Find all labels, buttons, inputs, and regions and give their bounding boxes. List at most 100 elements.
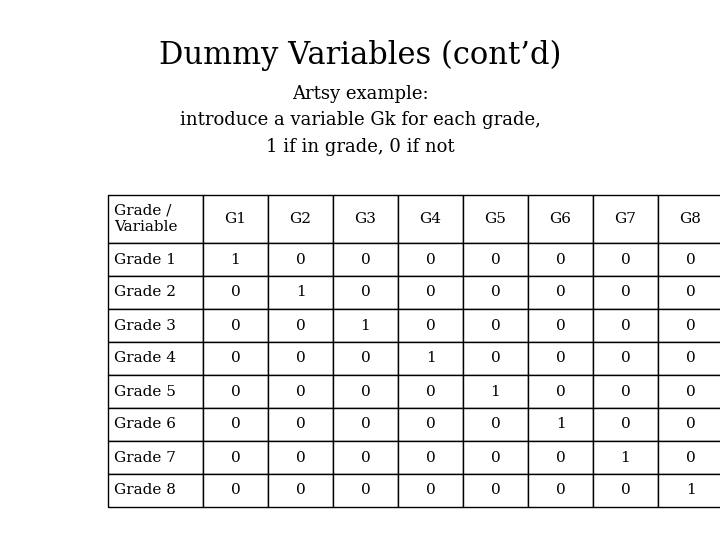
- Bar: [333, 243, 398, 276]
- Text: 0: 0: [556, 253, 565, 267]
- Bar: [528, 474, 593, 507]
- Text: 0: 0: [621, 417, 631, 431]
- Text: 0: 0: [230, 483, 240, 497]
- Bar: [463, 375, 528, 408]
- Text: 0: 0: [361, 417, 370, 431]
- Text: 0: 0: [556, 450, 565, 464]
- Bar: [333, 408, 398, 441]
- Text: 0: 0: [621, 483, 631, 497]
- Text: 0: 0: [361, 286, 370, 300]
- Text: G8: G8: [680, 212, 701, 226]
- Text: 0: 0: [361, 450, 370, 464]
- Bar: [268, 309, 333, 342]
- Text: 1: 1: [685, 483, 696, 497]
- Text: 0: 0: [490, 253, 500, 267]
- Bar: [658, 243, 720, 276]
- Bar: [398, 309, 463, 342]
- Bar: [268, 342, 333, 375]
- Bar: [333, 375, 398, 408]
- Text: 0: 0: [556, 319, 565, 333]
- Text: 1: 1: [361, 319, 370, 333]
- Bar: [108, 243, 203, 276]
- Text: 0: 0: [490, 417, 500, 431]
- Text: 0: 0: [361, 253, 370, 267]
- Text: 0: 0: [296, 483, 305, 497]
- Bar: [333, 474, 398, 507]
- Text: Grade 2: Grade 2: [114, 286, 176, 300]
- Text: G2: G2: [289, 212, 312, 226]
- Bar: [108, 195, 203, 243]
- Text: 0: 0: [426, 286, 436, 300]
- Bar: [203, 309, 268, 342]
- Bar: [398, 342, 463, 375]
- Text: 0: 0: [230, 384, 240, 399]
- Bar: [463, 195, 528, 243]
- Bar: [658, 342, 720, 375]
- Bar: [108, 441, 203, 474]
- Bar: [398, 195, 463, 243]
- Bar: [658, 195, 720, 243]
- Text: 0: 0: [490, 483, 500, 497]
- Bar: [593, 195, 658, 243]
- Text: 0: 0: [426, 483, 436, 497]
- Text: 0: 0: [685, 253, 696, 267]
- Text: 0: 0: [426, 417, 436, 431]
- Bar: [463, 309, 528, 342]
- Bar: [528, 309, 593, 342]
- Text: Grade 1: Grade 1: [114, 253, 176, 267]
- Bar: [398, 276, 463, 309]
- Text: 1: 1: [230, 253, 240, 267]
- Bar: [108, 342, 203, 375]
- Bar: [463, 276, 528, 309]
- Text: Dummy Variables (cont’d): Dummy Variables (cont’d): [159, 40, 561, 71]
- Text: 0: 0: [296, 319, 305, 333]
- Bar: [463, 408, 528, 441]
- Text: 0: 0: [361, 384, 370, 399]
- Text: 0: 0: [685, 450, 696, 464]
- Text: 0: 0: [556, 384, 565, 399]
- Text: Grade /
Variable: Grade / Variable: [114, 204, 178, 234]
- Bar: [593, 243, 658, 276]
- Text: 0: 0: [361, 483, 370, 497]
- Text: 0: 0: [490, 352, 500, 366]
- Text: 0: 0: [685, 384, 696, 399]
- Text: 0: 0: [296, 352, 305, 366]
- Text: 1: 1: [296, 286, 305, 300]
- Text: 0: 0: [490, 319, 500, 333]
- Bar: [398, 408, 463, 441]
- Text: 0: 0: [296, 253, 305, 267]
- Bar: [398, 441, 463, 474]
- Text: 0: 0: [621, 286, 631, 300]
- Bar: [658, 309, 720, 342]
- Bar: [203, 375, 268, 408]
- Bar: [463, 441, 528, 474]
- Text: 1: 1: [556, 417, 565, 431]
- Bar: [268, 474, 333, 507]
- Bar: [463, 243, 528, 276]
- Bar: [333, 195, 398, 243]
- Bar: [593, 342, 658, 375]
- Text: 0: 0: [621, 384, 631, 399]
- Bar: [593, 276, 658, 309]
- Bar: [658, 408, 720, 441]
- Bar: [658, 276, 720, 309]
- Bar: [268, 243, 333, 276]
- Bar: [528, 195, 593, 243]
- Bar: [108, 408, 203, 441]
- Bar: [108, 309, 203, 342]
- Text: 1: 1: [490, 384, 500, 399]
- Bar: [333, 276, 398, 309]
- Text: 1: 1: [621, 450, 631, 464]
- Bar: [268, 408, 333, 441]
- Bar: [593, 474, 658, 507]
- Bar: [528, 243, 593, 276]
- Bar: [528, 342, 593, 375]
- Text: 0: 0: [685, 417, 696, 431]
- Bar: [108, 375, 203, 408]
- Text: Grade 3: Grade 3: [114, 319, 176, 333]
- Bar: [268, 375, 333, 408]
- Text: 0: 0: [296, 384, 305, 399]
- Bar: [528, 375, 593, 408]
- Bar: [333, 441, 398, 474]
- Bar: [658, 441, 720, 474]
